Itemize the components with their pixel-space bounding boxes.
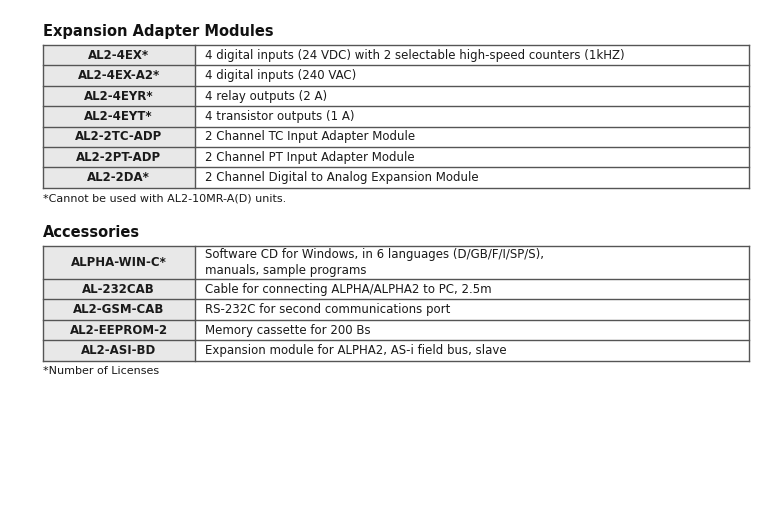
Text: AL2-2TC-ADP: AL2-2TC-ADP [75,130,162,144]
Text: Memory cassette for 200 Bs: Memory cassette for 200 Bs [205,323,370,337]
Bar [43,167,195,188]
Text: AL2-4EYR*: AL2-4EYR* [84,90,154,103]
Bar [195,107,749,127]
Text: 4 transistor outputs (1 A): 4 transistor outputs (1 A) [205,110,354,123]
Bar [195,279,749,299]
Bar [43,86,195,106]
Text: Accessories: Accessories [43,225,140,240]
Text: AL2-4EX-A2*: AL2-4EX-A2* [78,69,160,82]
Bar [43,279,195,299]
Bar [43,299,195,320]
Text: 2 Channel TC Input Adapter Module: 2 Channel TC Input Adapter Module [205,130,414,144]
Text: Expansion Adapter Modules: Expansion Adapter Modules [43,24,273,39]
Text: AL-232CAB: AL-232CAB [82,282,155,296]
Bar [43,127,195,147]
Bar [195,66,749,86]
Bar [195,246,749,279]
Bar [195,167,749,188]
Text: *Number of Licenses: *Number of Licenses [43,366,159,376]
Text: 2 Channel PT Input Adapter Module: 2 Channel PT Input Adapter Module [205,151,414,164]
Bar [43,340,195,360]
Bar [43,246,195,279]
Bar [43,107,195,127]
Text: AL2-EEPROM-2: AL2-EEPROM-2 [70,323,168,337]
Bar [195,320,749,340]
Text: 4 relay outputs (2 A): 4 relay outputs (2 A) [205,90,327,103]
Text: AL2-4EYT*: AL2-4EYT* [85,110,153,123]
Bar [195,147,749,167]
Bar [195,127,749,147]
Text: RS-232C for second communications port: RS-232C for second communications port [205,303,450,316]
Text: AL2-GSM-CAB: AL2-GSM-CAB [73,303,165,316]
Text: *Cannot be used with AL2-10MR-A(D) units.: *Cannot be used with AL2-10MR-A(D) units… [43,193,286,203]
Bar [195,340,749,360]
Text: Software CD for Windows, in 6 languages (D/GB/F/I/SP/S),
manuals, sample program: Software CD for Windows, in 6 languages … [205,248,544,277]
Text: AL2-ASI-BD: AL2-ASI-BD [81,344,156,357]
Bar [43,147,195,167]
Bar [43,66,195,86]
Text: AL2-2PT-ADP: AL2-2PT-ADP [76,151,161,164]
Bar [195,45,749,66]
Text: AL2-4EX*: AL2-4EX* [88,49,149,62]
Text: 4 digital inputs (240 VAC): 4 digital inputs (240 VAC) [205,69,356,82]
Text: 2 Channel Digital to Analog Expansion Module: 2 Channel Digital to Analog Expansion Mo… [205,171,478,184]
Text: Expansion module for ALPHA2, AS-i field bus, slave: Expansion module for ALPHA2, AS-i field … [205,344,506,357]
Bar [43,45,195,66]
Text: Cable for connecting ALPHA/ALPHA2 to PC, 2.5m: Cable for connecting ALPHA/ALPHA2 to PC,… [205,282,491,296]
Text: ALPHA-WIN-C*: ALPHA-WIN-C* [71,256,167,269]
Bar [195,86,749,106]
Bar [195,299,749,320]
Bar [43,320,195,340]
Text: 4 digital inputs (24 VDC) with 2 selectable high-speed counters (1kHZ): 4 digital inputs (24 VDC) with 2 selecta… [205,49,624,62]
Text: AL2-2DA*: AL2-2DA* [87,171,150,184]
